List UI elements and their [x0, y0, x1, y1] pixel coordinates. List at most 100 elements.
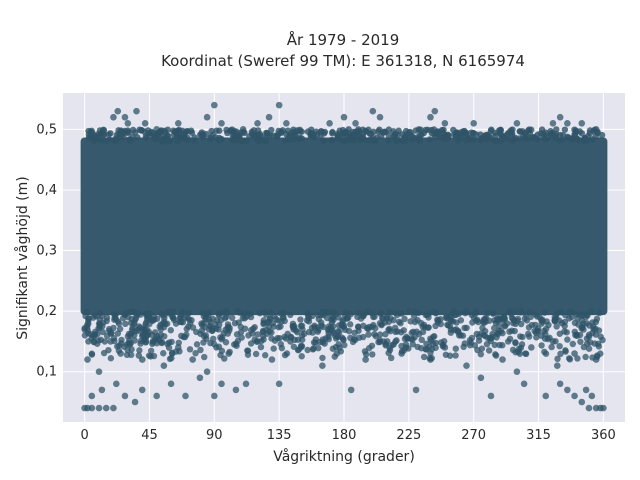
scatter-point — [593, 315, 601, 323]
scatter-point — [197, 346, 204, 354]
scatter-point — [296, 126, 304, 134]
scatter-point — [246, 133, 253, 140]
scatter-point — [110, 113, 117, 121]
scatter-point — [556, 342, 563, 350]
scatter-point — [245, 332, 252, 339]
scatter-point — [492, 132, 499, 139]
scatter-point — [88, 404, 96, 412]
scatter-point — [477, 351, 485, 358]
scatter-point — [119, 314, 127, 322]
x-tick-label: 225 — [396, 428, 421, 443]
scatter-point — [548, 343, 555, 351]
scatter-point — [340, 336, 347, 344]
scatter-point — [512, 339, 519, 347]
scatter-point — [385, 349, 392, 357]
x-tick-label: 360 — [591, 428, 616, 443]
scatter-point — [427, 335, 434, 342]
scatter-point — [299, 326, 306, 333]
scatter-point — [364, 325, 372, 333]
scatter-point — [347, 386, 355, 394]
scatter-point — [533, 334, 540, 341]
scatter-point — [583, 340, 591, 347]
scatter-point — [370, 313, 377, 321]
scatter-point — [161, 127, 168, 135]
scatter-point — [568, 136, 576, 143]
scatter-point — [376, 331, 384, 338]
scatter-point — [188, 316, 195, 324]
scatter-point — [265, 113, 273, 121]
scatter-point — [223, 313, 230, 321]
scatter-point — [103, 332, 111, 340]
scatter-point — [564, 386, 571, 394]
scatter-point — [277, 340, 285, 348]
scatter-point — [407, 318, 414, 325]
scatter-point — [310, 345, 317, 352]
scatter-point — [170, 316, 178, 324]
scatter-point — [135, 323, 143, 330]
scatter-point — [114, 107, 122, 115]
scatter-point — [147, 347, 155, 354]
scatter-point — [116, 325, 124, 333]
scatter-point — [450, 318, 457, 325]
scatter-point — [444, 321, 451, 329]
scatter-point — [153, 392, 160, 400]
scatter-point — [254, 137, 262, 145]
scatter-point — [452, 345, 459, 352]
scatter-point — [525, 330, 532, 338]
scatter-point — [275, 380, 283, 388]
scatter-point — [319, 354, 326, 362]
scatter-point — [228, 314, 236, 321]
scatter-point — [203, 368, 211, 376]
scatter-point — [538, 126, 546, 133]
scatter-point — [408, 132, 415, 139]
scatter-point — [267, 315, 274, 322]
scatter-point — [472, 308, 480, 315]
scatter-point — [81, 332, 89, 339]
scatter-point — [520, 380, 528, 388]
scatter-point — [578, 398, 586, 406]
scatter-point — [589, 319, 596, 326]
scatter-point — [329, 130, 336, 137]
scatter-point — [511, 135, 518, 143]
scatter-point — [556, 380, 564, 388]
scatter-point — [564, 119, 571, 127]
dense-data-band — [80, 137, 608, 316]
scatter-point — [406, 308, 413, 315]
scatter-point — [201, 353, 208, 361]
scatter-point — [445, 132, 452, 139]
scatter-point — [525, 126, 533, 133]
scatter-point — [215, 326, 222, 333]
scatter-point — [121, 113, 129, 121]
scatter-point — [538, 342, 545, 349]
scatter-point — [182, 392, 189, 400]
scatter-point — [278, 318, 285, 325]
scatter-point — [131, 309, 138, 316]
scatter-point — [124, 313, 132, 321]
scatter-points — [81, 101, 607, 412]
scatter-point — [184, 134, 191, 141]
scatter-point — [180, 333, 187, 341]
scatter-point — [183, 128, 190, 135]
scatter-point — [213, 317, 221, 324]
scatter-point — [270, 345, 277, 352]
scatter-point — [522, 131, 529, 138]
scatter-point — [315, 344, 322, 352]
scatter-point — [297, 344, 305, 351]
scatter-point — [598, 131, 606, 139]
scatter-point — [387, 315, 394, 322]
x-tick-label: 0 — [80, 428, 88, 443]
scatter-point — [573, 311, 580, 318]
scatter-point — [211, 101, 218, 109]
scatter-point — [148, 128, 156, 136]
scatter-point — [263, 311, 270, 318]
scatter-point — [564, 336, 571, 343]
scatter-point — [99, 322, 106, 330]
scatter-point — [202, 310, 209, 318]
scatter-point — [434, 316, 441, 323]
scatter-point — [239, 126, 247, 133]
scatter-point — [158, 310, 165, 317]
scatter-point — [141, 119, 149, 127]
scatter-point — [275, 101, 283, 109]
scatter-point — [160, 350, 167, 357]
scatter-point — [271, 337, 279, 344]
